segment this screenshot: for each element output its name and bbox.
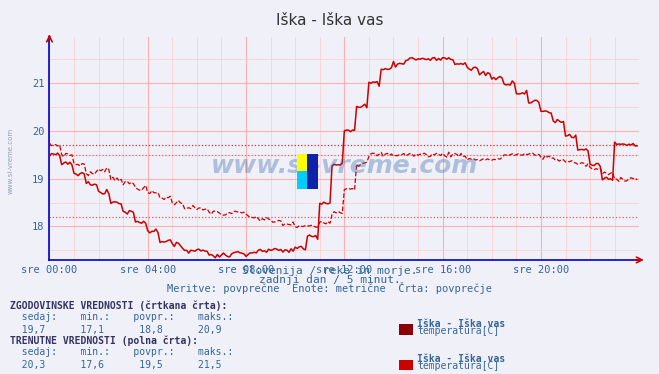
Bar (297, 171, 308, 189)
Text: sedaj:    min.:    povpr.:    maks.:: sedaj: min.: povpr.: maks.: (10, 347, 233, 357)
Text: Iška - Iška vas: Iška - Iška vas (417, 319, 505, 328)
Text: TRENUTNE VREDNOSTI (polna črta):: TRENUTNE VREDNOSTI (polna črta): (10, 335, 198, 346)
Text: 20,3      17,6      19,5      21,5: 20,3 17,6 19,5 21,5 (10, 361, 221, 370)
Text: www.si-vreme.com: www.si-vreme.com (8, 128, 14, 194)
Bar (297, 154, 308, 171)
Text: zadnji dan / 5 minut.: zadnji dan / 5 minut. (258, 275, 401, 285)
Text: temperatura[C]: temperatura[C] (417, 361, 500, 371)
Text: 19,7      17,1      18,8      20,9: 19,7 17,1 18,8 20,9 (10, 325, 221, 335)
Text: sedaj:    min.:    povpr.:    maks.:: sedaj: min.: povpr.: maks.: (10, 312, 233, 322)
Text: Iška - Iška vas: Iška - Iška vas (275, 13, 384, 28)
Text: Slovenija / reke in morje.: Slovenija / reke in morje. (242, 266, 417, 276)
Text: temperatura[C]: temperatura[C] (417, 326, 500, 335)
Bar (308, 154, 318, 189)
Text: Meritve: povprečne  Enote: metrične  Črta: povprečje: Meritve: povprečne Enote: metrične Črta:… (167, 282, 492, 294)
Text: ZGODOVINSKE VREDNOSTI (črtkana črta):: ZGODOVINSKE VREDNOSTI (črtkana črta): (10, 300, 227, 310)
Text: Iška - Iška vas: Iška - Iška vas (417, 354, 505, 364)
Text: www.si-vreme.com: www.si-vreme.com (211, 154, 478, 178)
